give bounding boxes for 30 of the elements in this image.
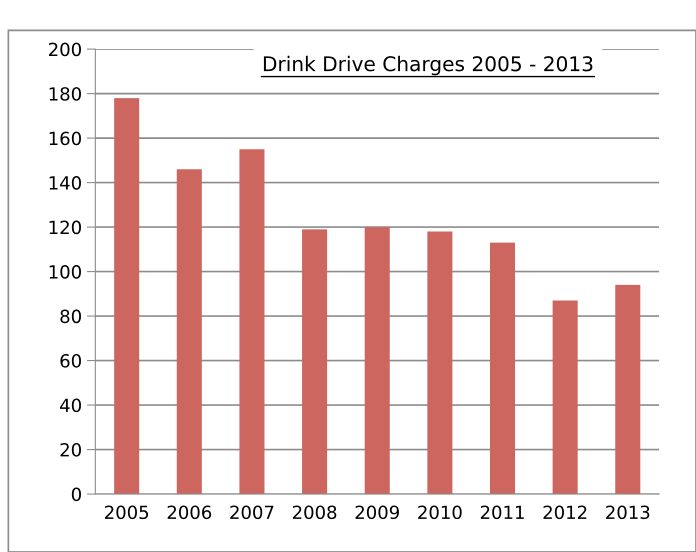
y-tick-label: 100: [50, 265, 81, 279]
x-tick-label: 2008: [292, 505, 336, 520]
y-tick-label: 200: [49, 42, 81, 56]
y-tick-label: 0: [72, 488, 81, 502]
x-tick-label: 2009: [356, 505, 399, 520]
x-tick-label: 2006: [168, 505, 212, 520]
bar: [176, 169, 202, 494]
bar: [302, 229, 328, 494]
bar: [490, 242, 516, 494]
bar: [364, 227, 390, 494]
x-tick-label: 2012: [544, 505, 586, 520]
x-tick-label: 2013: [606, 505, 650, 520]
y-tick-label: 60: [60, 354, 81, 368]
bar: [427, 232, 452, 494]
x-tick-label: 2011: [480, 505, 524, 520]
chart-title: Drink Drive Charges 2005 - 2013: [264, 56, 592, 76]
bar: [552, 300, 578, 494]
y-tick-label: 140: [50, 176, 81, 190]
bar: [114, 98, 140, 494]
x-tick-label: 2007: [230, 505, 274, 520]
y-tick-label: 20: [60, 443, 81, 457]
bar: [615, 284, 640, 494]
x-tick-label: 2005: [105, 505, 148, 520]
x-tick-label: 2010: [418, 505, 462, 520]
bar: [239, 149, 264, 494]
y-tick-label: 180: [50, 87, 81, 101]
y-tick-label: 160: [50, 132, 81, 146]
y-tick-label: 120: [50, 220, 81, 234]
y-tick-label: 80: [60, 310, 81, 324]
y-tick-label: 40: [60, 398, 81, 412]
